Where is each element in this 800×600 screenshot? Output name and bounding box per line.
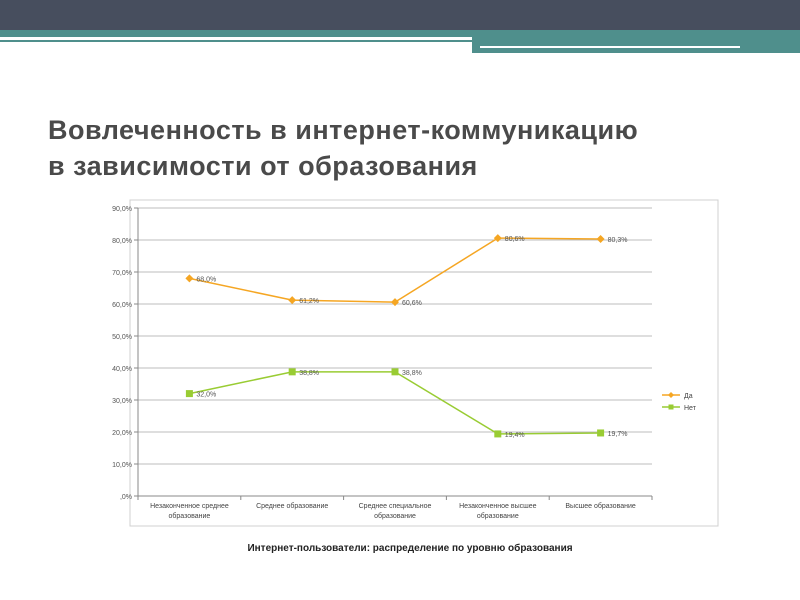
data-point-yes	[185, 274, 194, 283]
slide-title: Вовлеченность в интернет-коммуникацию в …	[48, 112, 748, 184]
y-tick-label: 60,0%	[112, 302, 132, 309]
data-point-no	[494, 430, 502, 438]
header-stripe	[0, 30, 800, 37]
data-point-no	[185, 390, 193, 398]
slide-title-line-2: в зависимости от образования	[48, 151, 478, 181]
y-tick-label: 20,0%	[112, 430, 132, 437]
y-tick-label: 80,0%	[112, 238, 132, 245]
legend-marker-no	[668, 404, 674, 410]
data-label: 19,4%	[505, 432, 525, 439]
accent-block	[472, 37, 800, 53]
series-line-yes	[189, 237, 601, 303]
data-label: 68,0%	[196, 276, 216, 283]
chart-title: Интернет-пользователи: распределение по …	[247, 543, 573, 554]
x-category-label: образование	[168, 512, 210, 520]
legend-label: Нет	[684, 405, 697, 412]
data-point-no	[391, 368, 399, 376]
x-category-label: образование	[477, 512, 519, 520]
x-category-label: образование	[374, 512, 416, 520]
chart-frame	[129, 199, 719, 527]
y-tick-label: ,0%	[120, 494, 132, 501]
accent-thin-line	[0, 40, 472, 42]
y-tick-label: 10,0%	[112, 462, 132, 469]
data-point-yes	[288, 296, 297, 305]
data-label: 19,7%	[608, 431, 628, 438]
x-category-label: Незаконченное высшее	[459, 503, 537, 510]
y-tick-label: 40,0%	[112, 366, 132, 373]
line-chart: ,0% 10,0% 20,0% 30,0% 40,0% 50,0% 60,0% 70,0% 80…	[112, 199, 719, 527]
x-category-label: Среднее специальное	[359, 503, 432, 510]
data-label: 32,0%	[196, 392, 216, 399]
legend-label: Да	[684, 393, 693, 400]
y-tick-label: 70,0%	[112, 270, 132, 277]
data-point-yes	[391, 298, 399, 307]
data-label: 38,8%	[299, 370, 319, 377]
series-line-no	[189, 371, 601, 435]
y-tick-label: 30,0%	[112, 398, 132, 405]
data-label: 80,6%	[505, 236, 525, 243]
y-tick-label: 50,0%	[112, 334, 132, 341]
x-category-label: Среднее образование	[256, 502, 328, 510]
header-bar	[0, 0, 800, 30]
data-label: 60,6%	[402, 300, 422, 307]
data-label: 38,8%	[402, 370, 422, 377]
data-label: 61,2%	[299, 298, 319, 305]
data-point-yes	[596, 235, 605, 244]
data-point-no	[288, 368, 296, 376]
slide-title-line-1: Вовлеченность в интернет-коммуникацию	[48, 115, 639, 145]
data-label: 80,3%	[608, 237, 628, 244]
y-tick-label: 90,0%	[112, 206, 132, 213]
x-category-label: Незаконченное среднее	[150, 503, 229, 510]
x-category-label: Высшее образование	[565, 502, 635, 510]
legend-marker-yes	[668, 392, 674, 398]
accent-white-line	[480, 46, 740, 48]
data-point-yes	[493, 234, 502, 243]
data-point-no	[597, 429, 605, 437]
